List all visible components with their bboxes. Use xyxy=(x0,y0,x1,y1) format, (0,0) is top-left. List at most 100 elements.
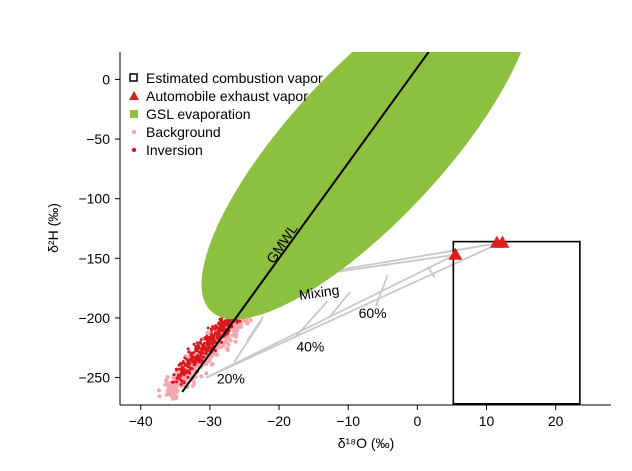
inversion-point xyxy=(220,340,224,344)
inversion-point xyxy=(182,380,186,384)
inversion-point xyxy=(179,361,183,365)
inversion-point xyxy=(188,361,192,365)
mixing-label: Mixing xyxy=(298,282,340,303)
inversion-point xyxy=(198,357,202,361)
background-point xyxy=(224,346,229,351)
y-tick-label: −150 xyxy=(78,250,110,266)
y-tick-label: −200 xyxy=(78,310,110,326)
legend-marker-square xyxy=(130,110,138,118)
inversion-point xyxy=(209,335,213,339)
background-point xyxy=(226,335,231,340)
inversion-point xyxy=(178,367,182,371)
inversion-point xyxy=(200,348,204,352)
x-ticks: −40 −30 −20 −10 0 10 20 xyxy=(129,405,564,429)
y-tick-label: −50 xyxy=(86,131,110,147)
legend: Estimated combustion vapor Automobile exh… xyxy=(129,70,323,158)
inversion-point xyxy=(202,341,206,345)
inversion-point xyxy=(192,342,196,346)
background-point xyxy=(248,318,253,323)
mixing-fraction-label: 60% xyxy=(359,305,387,321)
inversion-point xyxy=(180,365,184,369)
background-point xyxy=(244,320,250,325)
plot-layer xyxy=(156,52,581,405)
inversion-point xyxy=(188,367,192,371)
inversion-point xyxy=(203,336,207,340)
background-point xyxy=(221,343,226,348)
x-tick-label: −20 xyxy=(267,413,291,429)
inversion-point xyxy=(204,352,208,356)
background-point xyxy=(156,388,162,393)
background-point xyxy=(165,375,170,380)
background-point xyxy=(169,385,174,390)
legend-label: Background xyxy=(146,124,221,140)
inversion-point xyxy=(215,332,219,336)
inversion-point xyxy=(187,350,191,354)
gsl-evaporation-ellipse xyxy=(201,52,533,320)
background-point xyxy=(170,396,176,401)
inversion-point xyxy=(196,354,200,358)
inversion-point xyxy=(195,341,199,345)
inversion-point xyxy=(194,345,198,349)
inversion-point xyxy=(227,329,231,333)
legend-marker-open-square xyxy=(129,73,138,82)
inversion-point xyxy=(186,347,190,351)
x-tick-label: −40 xyxy=(129,413,153,429)
inversion-point xyxy=(172,373,176,377)
x-tick-label: −30 xyxy=(198,413,222,429)
background-point xyxy=(173,389,178,394)
legend-label: Estimated combustion vapor xyxy=(146,70,323,86)
inversion-point xyxy=(213,349,217,353)
inversion-point xyxy=(172,380,176,384)
inversion-point xyxy=(213,339,217,343)
inversion-point xyxy=(214,326,218,330)
x-tick-label: 10 xyxy=(479,413,495,429)
mixing-fraction-line xyxy=(426,266,436,278)
inversion-point xyxy=(186,365,190,369)
background-point xyxy=(226,342,231,347)
inversion-point xyxy=(180,370,184,374)
inversion-point xyxy=(176,373,180,377)
automobile-exhaust-point xyxy=(448,247,463,260)
inversion-point xyxy=(206,335,210,339)
legend-marker-triangle xyxy=(129,91,139,100)
mixing-fraction-line xyxy=(375,274,389,307)
inversion-point xyxy=(217,332,221,336)
inversion-point xyxy=(192,363,196,367)
inversion-point xyxy=(183,369,187,373)
y-axis-title: δ²H (‰) xyxy=(45,203,61,253)
inversion-point xyxy=(220,317,224,321)
inversion-point xyxy=(207,343,211,347)
inversion-point xyxy=(174,367,178,371)
legend-label: Inversion xyxy=(146,142,203,158)
mixing-fraction-label: 20% xyxy=(217,371,245,387)
background-point xyxy=(169,390,174,395)
inversion-point xyxy=(220,328,224,332)
inversion-point xyxy=(209,346,213,350)
background-point xyxy=(231,328,236,333)
inversion-point xyxy=(187,370,191,374)
background-point xyxy=(157,394,162,399)
background-point xyxy=(230,333,235,338)
inversion-point xyxy=(211,335,215,339)
mixing-fraction-line xyxy=(295,300,329,337)
legend-label: Automobile exhaust vapor xyxy=(146,88,308,104)
inversion-point xyxy=(218,334,222,338)
x-tick-label: −10 xyxy=(336,413,360,429)
inversion-point xyxy=(211,325,215,329)
mixing-fraction-labels: 20% 40% 60% xyxy=(217,305,387,387)
inversion-point xyxy=(201,355,205,359)
inversion-point xyxy=(222,326,226,330)
combustion-vapor-box xyxy=(452,240,581,405)
inversion-point xyxy=(229,319,233,323)
inversion-point xyxy=(205,341,209,345)
inversion-point xyxy=(216,329,220,333)
background-point xyxy=(171,375,176,380)
legend-label: GSL evaporation xyxy=(146,106,251,122)
inversion-point xyxy=(183,363,187,367)
inversion-point xyxy=(189,353,193,357)
y-ticks: 0 −50 −100 −150 −200 −250 xyxy=(78,71,120,386)
background-point xyxy=(228,338,233,343)
inversion-point xyxy=(195,348,199,352)
background-point xyxy=(163,382,168,387)
